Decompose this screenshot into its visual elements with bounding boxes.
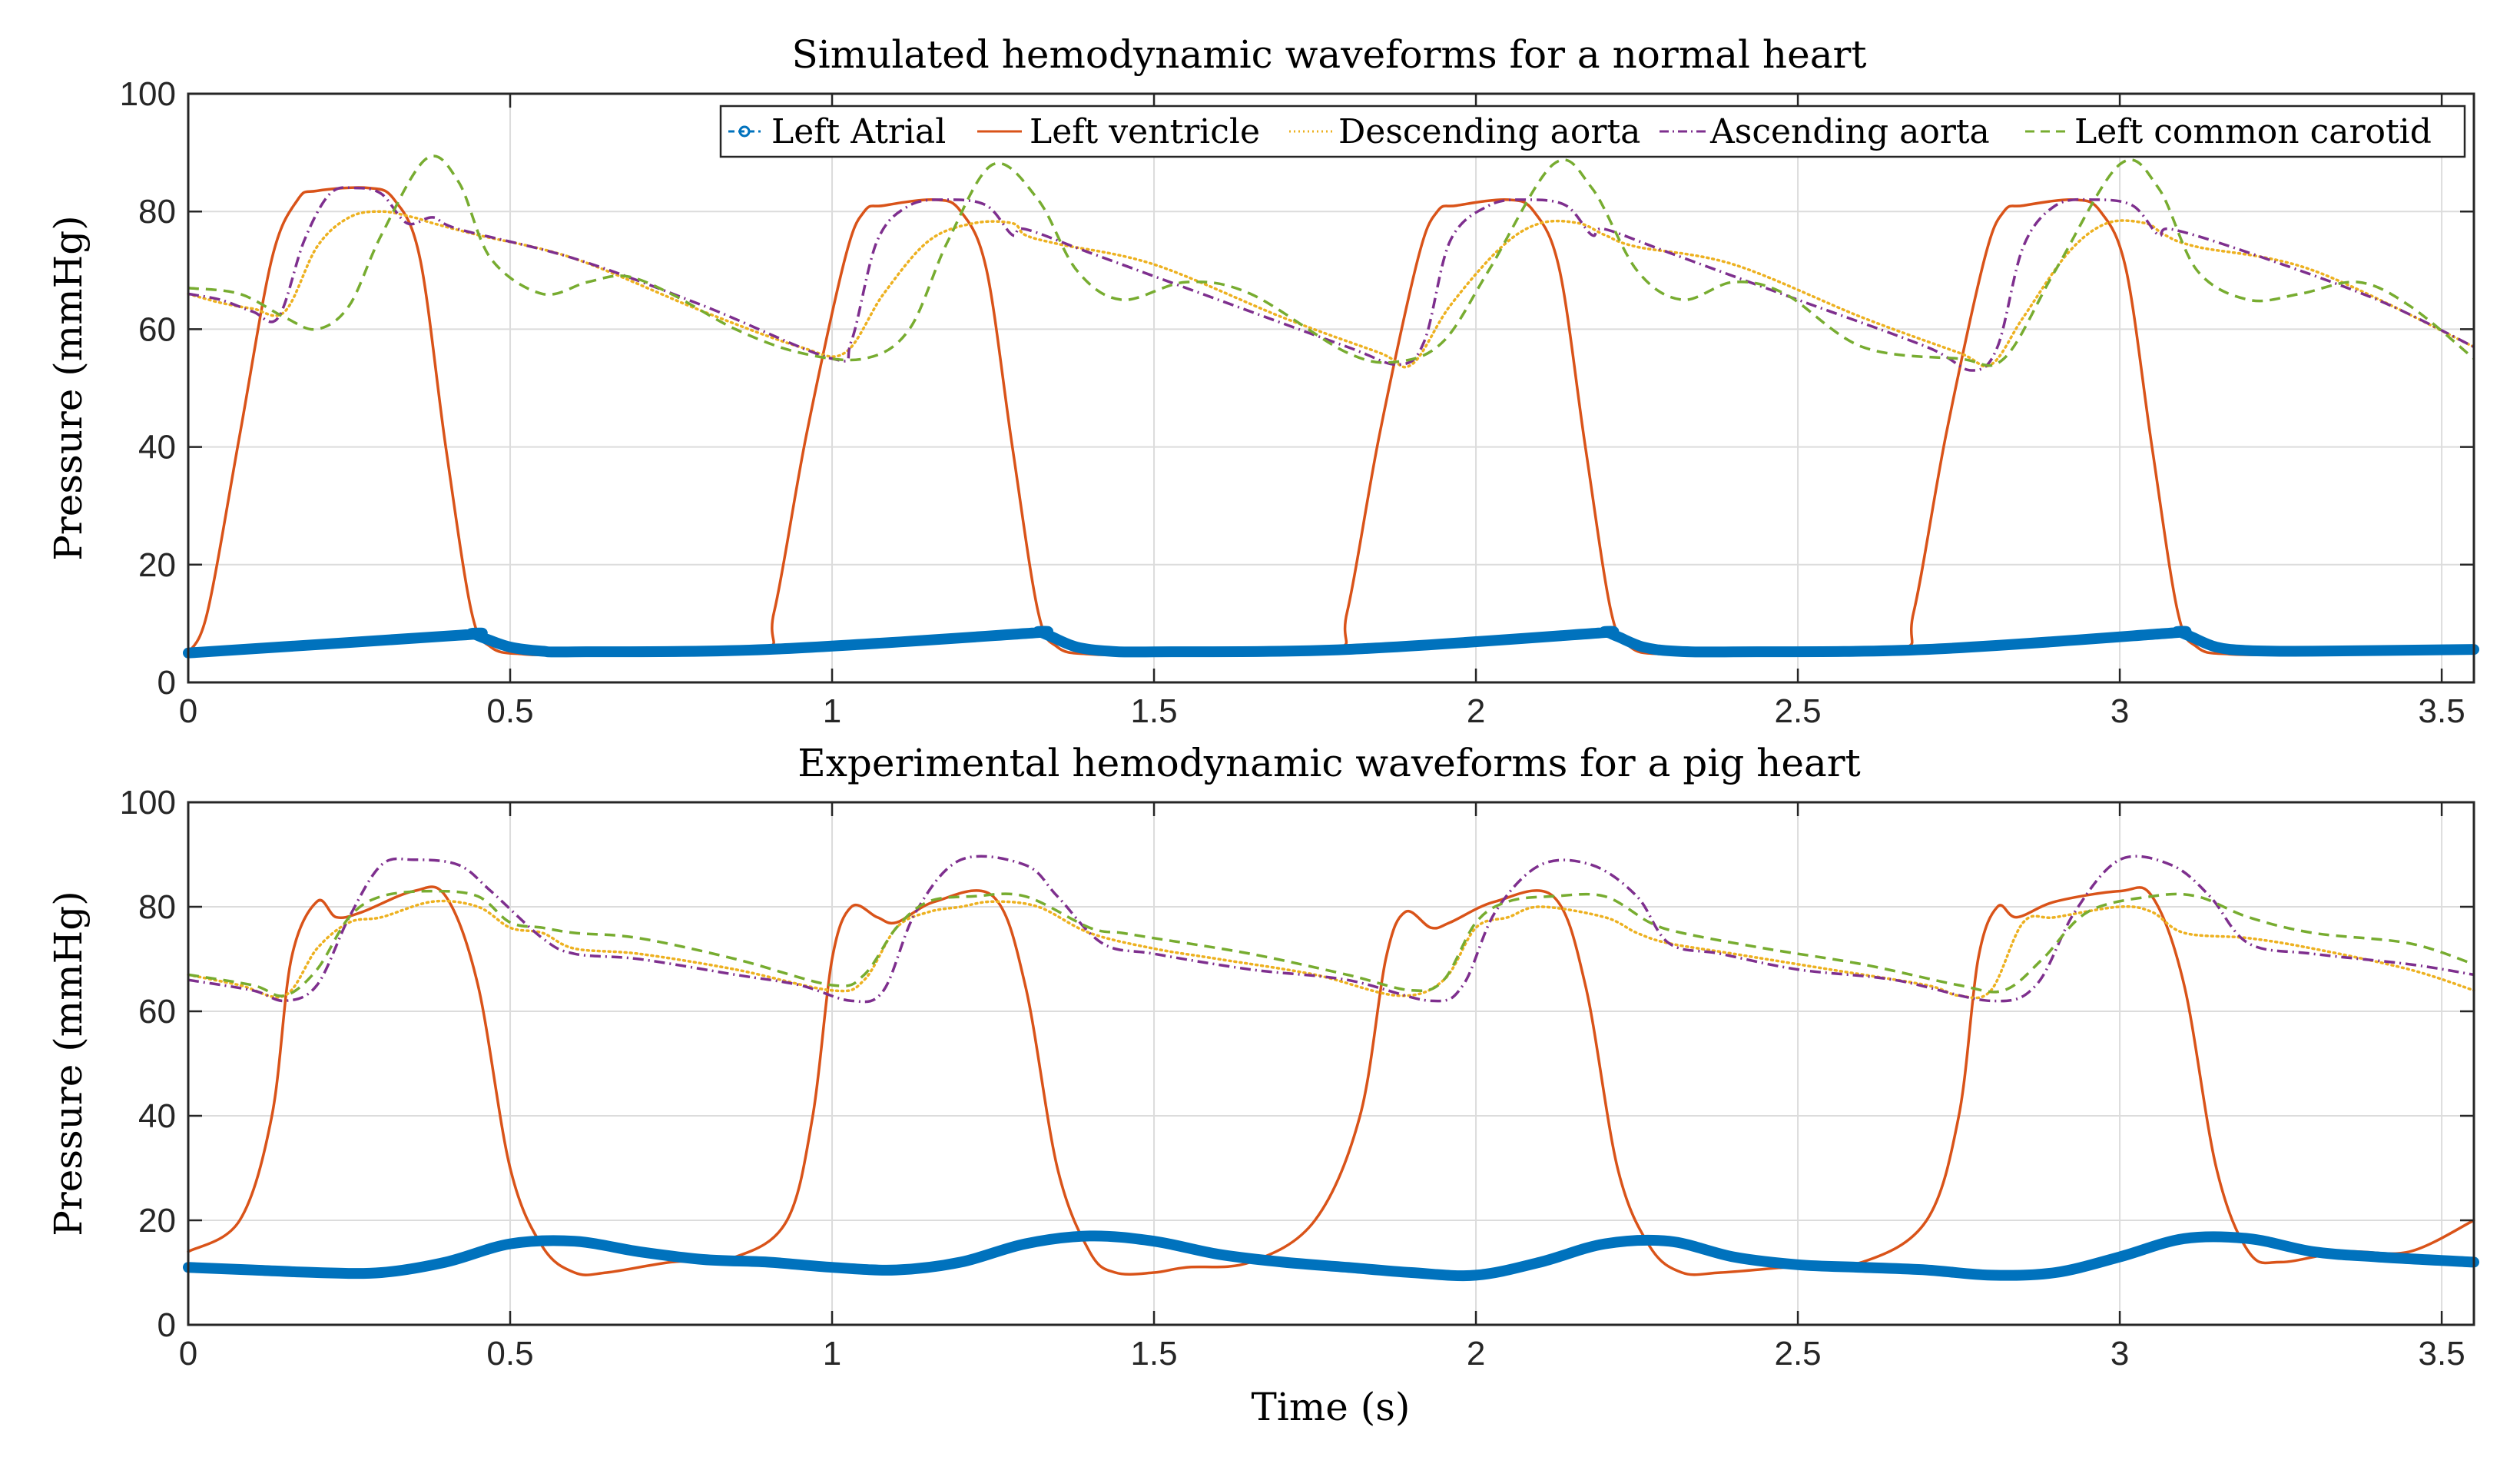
legend-marker-left-atrial bbox=[738, 125, 751, 138]
bottom-x-tick-label: 3 bbox=[2110, 1335, 2129, 1372]
top-y-tick-label: 60 bbox=[138, 310, 176, 348]
top-y-tick-label: 100 bbox=[120, 75, 176, 113]
bottom-grid bbox=[188, 802, 2474, 1325]
bottom-chart-title: Experimental hemodynamic waveforms for a… bbox=[797, 741, 1861, 785]
legend-entry-left-common-carotid: Left common carotid bbox=[2025, 112, 2432, 151]
top-chart-title: Simulated hemodynamic waveforms for a no… bbox=[791, 32, 1866, 77]
bottom-y-tick-label: 20 bbox=[138, 1202, 176, 1240]
bottom-x-tick-label: 0.5 bbox=[486, 1335, 533, 1372]
top-x-tick-label: 0 bbox=[179, 692, 197, 730]
bottom-series-left-atrial bbox=[183, 1230, 2479, 1282]
bottom-series-left-common-carotid bbox=[187, 889, 2475, 997]
top-x-tick-label: 2.5 bbox=[1774, 692, 1821, 730]
bottom-series-ascending-aorta bbox=[187, 855, 2475, 1004]
top-series-left-ventricle bbox=[187, 186, 2475, 656]
top-series-left-common-carotid bbox=[187, 154, 2475, 367]
top-x-tick-label: 3.5 bbox=[2419, 692, 2465, 730]
top-series bbox=[183, 154, 2479, 659]
bottom-axes-box bbox=[187, 801, 2475, 1326]
top-x-tick-label: 2 bbox=[1467, 692, 1485, 730]
legend-label-descending-aorta: Descending aorta bbox=[1338, 112, 1640, 151]
bottom-y-tick-label: 100 bbox=[120, 784, 176, 821]
top-panel: Simulated hemodynamic waveforms for a no… bbox=[46, 32, 2479, 730]
bottom-panel: Experimental hemodynamic waveforms for a… bbox=[46, 741, 2479, 1429]
legend: Left Atrial Left ventricle Descending ao… bbox=[719, 105, 2466, 158]
x-axis-label: Time (s) bbox=[1252, 1385, 1411, 1429]
bottom-y-tick-label: 40 bbox=[138, 1097, 176, 1135]
top-y-tick-label: 0 bbox=[158, 664, 176, 702]
top-y-tick-label: 80 bbox=[138, 193, 176, 231]
legend-label-left-common-carotid: Left common carotid bbox=[2074, 112, 2432, 151]
top-grid bbox=[188, 94, 2474, 682]
bottom-x-tick-label: 2.5 bbox=[1774, 1335, 1821, 1372]
top-x-tick-label: 1 bbox=[823, 692, 841, 730]
bottom-y-axis-label: Pressure (mmHg) bbox=[46, 891, 91, 1236]
bottom-series-descending-aorta bbox=[187, 899, 2475, 1000]
top-y-tick-label: 40 bbox=[138, 429, 176, 466]
top-y-axis-label: Pressure (mmHg) bbox=[46, 215, 91, 561]
bottom-x-tick-label: 3.5 bbox=[2419, 1335, 2465, 1372]
top-x-tick-label: 3 bbox=[2110, 692, 2129, 730]
bottom-series bbox=[183, 855, 2479, 1282]
bottom-y-tick-label: 60 bbox=[138, 993, 176, 1031]
bottom-x-tick-label: 1.5 bbox=[1130, 1335, 1177, 1372]
bottom-x-tick-label: 2 bbox=[1467, 1335, 1485, 1372]
top-ticks: 0 0.5 1 1.5 2 2.5 3 3.5 0 20 40 60 80 100 bbox=[120, 75, 2474, 730]
top-series-left-atrial bbox=[183, 626, 2479, 659]
top-x-tick-label: 0.5 bbox=[486, 692, 533, 730]
legend-entry-ascending-aorta: Ascending aorta bbox=[1660, 112, 1990, 151]
legend-entry-descending-aorta: Descending aorta bbox=[1289, 112, 1640, 151]
legend-entry-left-atrial: Left Atrial bbox=[728, 112, 946, 151]
bottom-x-tick-label: 0 bbox=[179, 1335, 197, 1372]
legend-label-left-ventricle: Left ventricle bbox=[1030, 112, 1260, 151]
top-axes-box bbox=[187, 92, 2475, 684]
top-series-descending-aorta bbox=[187, 210, 2475, 369]
legend-label-ascending-aorta: Ascending aorta bbox=[1709, 112, 1990, 151]
bottom-series-left-ventricle bbox=[187, 885, 2475, 1276]
bottom-y-tick-label: 0 bbox=[158, 1306, 176, 1344]
top-series-ascending-aorta bbox=[187, 186, 2475, 372]
top-y-tick-label: 20 bbox=[138, 546, 176, 584]
bottom-x-tick-label: 1 bbox=[823, 1335, 841, 1372]
bottom-y-tick-label: 80 bbox=[138, 888, 176, 926]
legend-entry-left-ventricle: Left ventricle bbox=[977, 112, 1260, 151]
legend-label-left-atrial: Left Atrial bbox=[771, 112, 946, 151]
top-x-tick-label: 1.5 bbox=[1130, 692, 1177, 730]
bottom-ticks: 0 0.5 1 1.5 2 2.5 3 3.5 0 20 40 60 80 100 bbox=[120, 784, 2474, 1372]
